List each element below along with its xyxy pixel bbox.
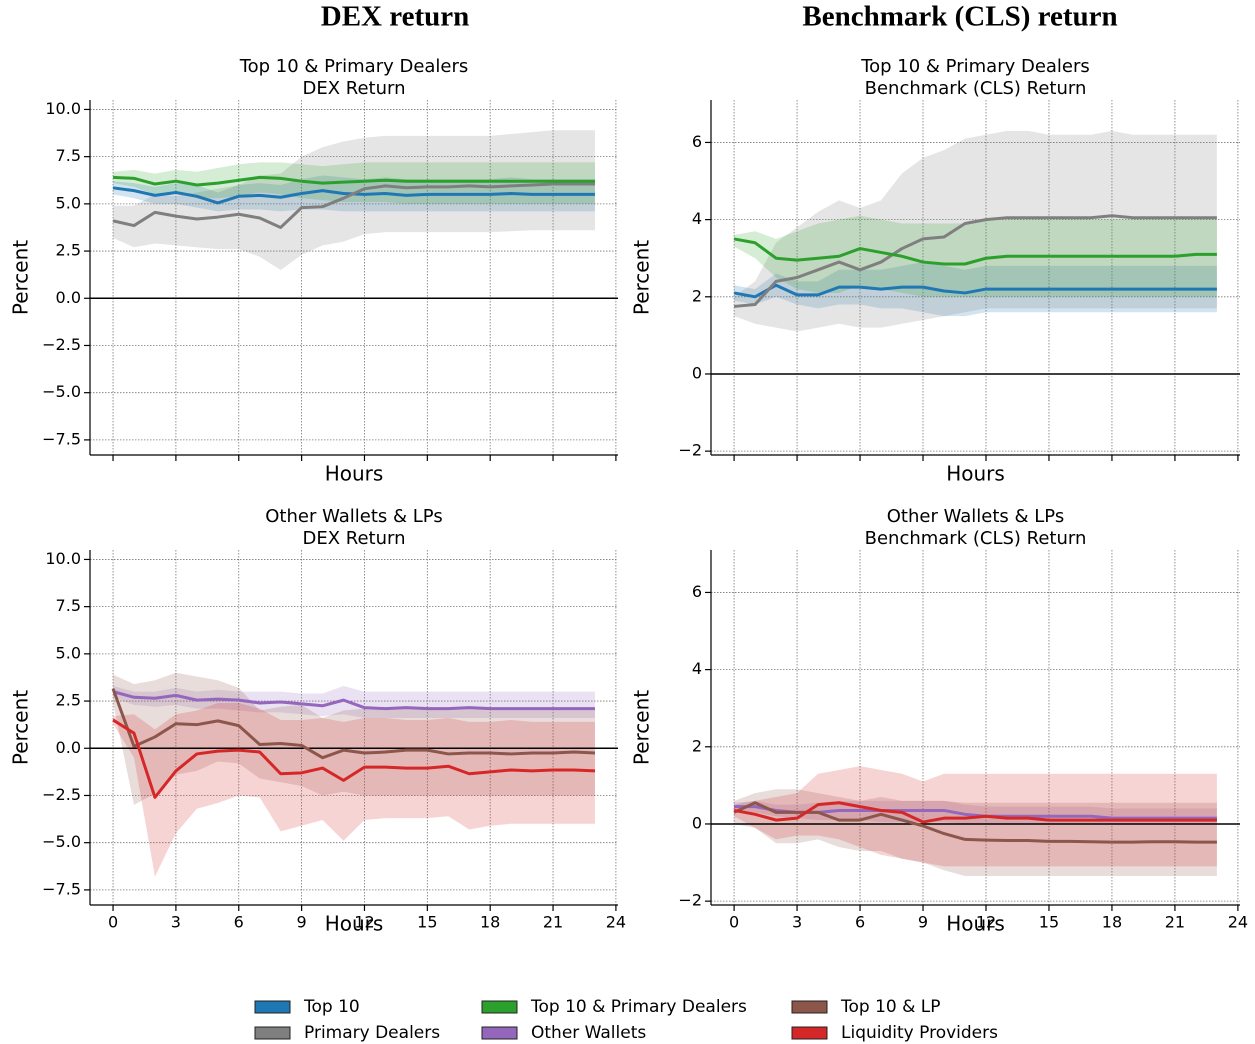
y-tick-label: 2.5 xyxy=(56,691,81,710)
y-tick-label: −2.5 xyxy=(42,785,81,804)
x-tick-label: 15 xyxy=(417,913,437,932)
x-axis-label: Hours xyxy=(946,912,1005,936)
x-tick-label: 24 xyxy=(606,913,626,932)
y-tick-label: −5.0 xyxy=(42,382,81,401)
y-tick-label: 10.0 xyxy=(45,549,81,568)
y-tick-label: 2.5 xyxy=(56,241,81,260)
y-tick-label: 5.0 xyxy=(56,193,81,212)
y-tick-label: 0.0 xyxy=(56,738,81,757)
y-tick-label: −7.5 xyxy=(42,879,81,898)
y-tick-label: 6 xyxy=(692,132,702,151)
x-tick-label: 9 xyxy=(297,913,307,932)
x-tick-label: 9 xyxy=(918,913,928,932)
line xyxy=(112,175,595,187)
y-tick-label: 2 xyxy=(692,736,702,755)
y-axis-label: Percent xyxy=(9,240,33,315)
legend-label: Top 10 & LP xyxy=(840,997,941,1017)
x-tick-label: 6 xyxy=(234,913,244,932)
chart-title: Other Wallets & LPs xyxy=(265,506,442,527)
x-tick-label: 12 xyxy=(354,913,374,932)
legend-swatch xyxy=(254,1026,291,1040)
legend-swatch xyxy=(791,1026,828,1040)
confidence-band xyxy=(113,685,595,719)
x-tick-label: 3 xyxy=(792,913,802,932)
y-tick-label: 10.0 xyxy=(45,99,81,118)
x-axis-label: Hours xyxy=(946,462,1005,486)
legend-label: Top 10 & Primary Dealers xyxy=(530,997,747,1017)
legend-swatch xyxy=(791,1000,828,1014)
x-tick-label: 15 xyxy=(1039,913,1059,932)
line xyxy=(733,283,1217,299)
line xyxy=(111,688,596,760)
y-tick-label: 4 xyxy=(692,659,702,678)
legend-label: Liquidity Providers xyxy=(841,1023,998,1043)
legend-swatch xyxy=(481,1026,518,1040)
confidence-band xyxy=(113,702,595,877)
y-tick-label: 7.5 xyxy=(56,146,81,165)
x-tick-label: 6 xyxy=(855,913,865,932)
chart-subtitle: DEX Return xyxy=(302,528,405,549)
chart-subtitle: Benchmark (CLS) Return xyxy=(865,528,1087,549)
y-tick-label: −2 xyxy=(678,441,702,460)
y-axis-label: Percent xyxy=(630,240,654,315)
y-tick-label: 7.5 xyxy=(56,596,81,615)
y-tick-label: 0.0 xyxy=(56,288,81,307)
y-tick-label: −2 xyxy=(678,891,702,910)
confidence-band xyxy=(734,215,1217,297)
y-tick-label: 2 xyxy=(692,286,702,305)
line xyxy=(112,690,595,711)
x-tick-label: 18 xyxy=(480,913,500,932)
chart-title: Other Wallets & LPs xyxy=(887,506,1064,527)
chart-subtitle: DEX Return xyxy=(302,78,405,99)
y-axis-label: Percent xyxy=(630,690,654,765)
y-tick-label: −2.5 xyxy=(42,335,81,354)
column-header: DEX return xyxy=(321,1,469,33)
line xyxy=(733,237,1217,266)
legend-swatch xyxy=(254,1000,291,1014)
x-axis-label: Hours xyxy=(325,912,384,936)
y-tick-label: 0 xyxy=(692,813,702,832)
line xyxy=(112,718,596,799)
x-axis-label: Hours xyxy=(325,462,384,486)
y-tick-label: 4 xyxy=(692,209,702,228)
confidence-band xyxy=(113,130,595,270)
x-tick-label: 0 xyxy=(108,913,118,932)
y-tick-label: 5.0 xyxy=(56,643,81,662)
y-tick-label: 6 xyxy=(692,582,702,601)
x-tick-label: 24 xyxy=(1228,913,1248,932)
line xyxy=(733,801,1217,844)
x-tick-label: 18 xyxy=(1102,913,1122,932)
y-tick-label: −5.0 xyxy=(42,832,81,851)
confidence-band xyxy=(734,262,1217,317)
x-tick-label: 21 xyxy=(543,913,563,932)
y-tick-label: 0 xyxy=(692,363,702,382)
column-header: Benchmark (CLS) return xyxy=(802,1,1117,33)
line xyxy=(112,182,595,229)
legend-label: Primary Dealers xyxy=(304,1023,440,1043)
line xyxy=(733,214,1217,308)
x-tick-label: 0 xyxy=(729,913,739,932)
x-tick-label: 3 xyxy=(171,913,181,932)
legend-swatch xyxy=(481,1000,518,1014)
legend-label: Top 10 xyxy=(303,997,360,1017)
x-tick-label: 12 xyxy=(976,913,996,932)
x-tick-label: 21 xyxy=(1165,913,1185,932)
confidence-band xyxy=(734,130,1217,332)
y-axis-label: Percent xyxy=(9,690,33,765)
y-tick-label: −7.5 xyxy=(42,429,81,448)
line xyxy=(733,801,1217,824)
legend-label: Other Wallets xyxy=(531,1023,646,1043)
chart-title: Top 10 & Primary Dealers xyxy=(860,56,1090,77)
chart-title: Top 10 & Primary Dealers xyxy=(239,56,469,77)
chart-subtitle: Benchmark (CLS) Return xyxy=(865,78,1087,99)
